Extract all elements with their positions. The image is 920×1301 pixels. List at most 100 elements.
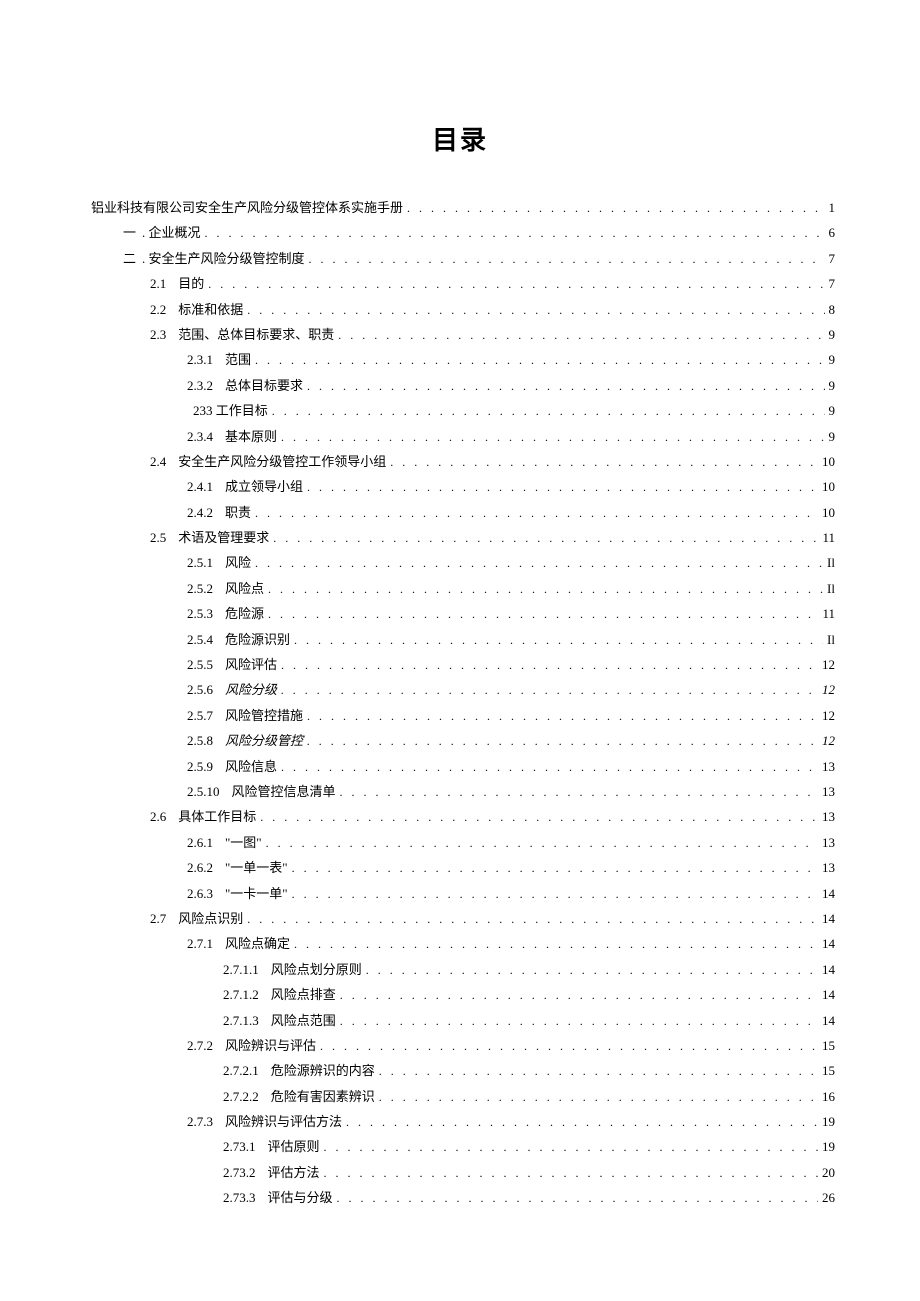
toc-leader-dots (281, 654, 818, 677)
toc-entry: 2.3.1范围9 (85, 347, 835, 372)
toc-leader-dots (407, 197, 824, 220)
toc-entry-label: 风险管控措施 (225, 703, 303, 728)
toc-entry-page: 11 (822, 601, 835, 626)
toc-leader-dots (260, 806, 818, 829)
toc-entry: 2.3.4基本原则9 (85, 424, 835, 449)
toc-entry-number: 2.5 (150, 525, 166, 550)
toc-entry-label: 风险点范围 (271, 1008, 336, 1033)
toc-entry-page: 9 (829, 322, 836, 347)
toc-entry: 2.7.2风险辨识与评估15 (85, 1033, 835, 1058)
toc-leader-dots (205, 222, 825, 245)
toc-entry: 2.5.6风险分级12 (85, 677, 835, 702)
toc-entry-page: 9 (829, 398, 836, 423)
toc-entry: 2.6.2"一单一表"13 (85, 855, 835, 880)
toc-entry-page: 12 (822, 703, 835, 728)
toc-entry: 2.5.9风险信息13 (85, 754, 835, 779)
toc-entry-page: 15 (822, 1058, 835, 1083)
toc-entry-page: 13 (822, 779, 835, 804)
toc-entry-page: 13 (822, 830, 835, 855)
toc-leader-dots (340, 984, 818, 1007)
toc-entry: 2.4.2职责10 (85, 500, 835, 525)
toc-entry-page: Il (827, 550, 835, 575)
toc-entry: 2.7.1.2风险点排查14 (85, 982, 835, 1007)
toc-entry-label: 铝业科技有限公司安全生产风险分级管控体系实施手册 (91, 195, 403, 220)
toc-leader-dots (268, 603, 818, 626)
toc-entry-page: 13 (822, 804, 835, 829)
toc-leader-dots (268, 578, 823, 601)
toc-entry: 233 工作目标9 (85, 398, 835, 423)
toc-entry-label: 成立领导小组 (225, 474, 303, 499)
toc-entry-number: 2.7.3 (187, 1109, 213, 1134)
toc-entry-label: 风险信息 (225, 754, 277, 779)
toc-entry-number: 2.7.1.1 (223, 957, 259, 982)
toc-entry-number: 2.5.8 (187, 728, 213, 753)
toc-entry-number: 二 (123, 246, 136, 271)
toc-entry: 二. 安全生产风险分级管控制度7 (85, 246, 835, 271)
toc-entry-label: "一图" (225, 830, 262, 855)
toc-entry-label: 范围、总体目标要求、职责 (178, 322, 334, 347)
toc-entry-number: 2.7.1 (187, 931, 213, 956)
toc-entry-page: 1 (829, 195, 836, 220)
toc-entry: 2.73.1评估原则19 (85, 1134, 835, 1159)
toc-leader-dots (307, 476, 818, 499)
toc-entry-page: 10 (822, 474, 835, 499)
toc-entry-number: 2.5.10 (187, 779, 220, 804)
toc-entry-label: 风险 (225, 550, 251, 575)
toc-entry-label: 风险点划分原则 (271, 957, 362, 982)
toc-entry-page: 14 (822, 906, 835, 931)
toc-entry: 2.4.1成立领导小组10 (85, 474, 835, 499)
toc-leader-dots (247, 908, 818, 931)
toc-leader-dots (337, 1187, 818, 1210)
toc-entry-page: 14 (822, 957, 835, 982)
toc-entry-label: 风险辨识与评估 (225, 1033, 316, 1058)
toc-entry: 2.5.8风险分级管控12 (85, 728, 835, 753)
toc-entry-number: 2.5.9 (187, 754, 213, 779)
toc-entry-page: 11 (822, 525, 835, 550)
toc-entry-number: 2.2 (150, 297, 166, 322)
toc-entry-label: 术语及管理要求 (178, 525, 269, 550)
table-of-contents: 铝业科技有限公司安全生产风险分级管控体系实施手册1一. 企业概况6二. 安全生产… (85, 195, 835, 1211)
toc-entry-number: 2.7.2.1 (223, 1058, 259, 1083)
toc-entry-number: 2.6 (150, 804, 166, 829)
toc-leader-dots (255, 502, 818, 525)
toc-leader-dots (379, 1086, 818, 1109)
toc-entry-label: 风险点 (225, 576, 264, 601)
toc-entry: 2.5.1风险Il (85, 550, 835, 575)
toc-entry-page: 14 (822, 982, 835, 1007)
toc-entry: 2.5.4危险源识别Il (85, 627, 835, 652)
toc-entry-number: 2.7.2 (187, 1033, 213, 1058)
toc-entry: 2.3范围、总体目标要求、职责9 (85, 322, 835, 347)
toc-entry: 2.5.7 风险管控措施 12 (85, 703, 835, 728)
toc-entry-label: 职责 (225, 500, 251, 525)
toc-entry: 2.3.2总体目标要求9 (85, 373, 835, 398)
toc-entry: 2.6.3"一卡一单"14 (85, 881, 835, 906)
toc-entry-label: "一单一表" (225, 855, 288, 880)
toc-leader-dots (324, 1162, 818, 1185)
toc-leader-dots (340, 781, 818, 804)
toc-entry: 2.2标准和依据8 (85, 297, 835, 322)
toc-leader-dots (309, 248, 825, 271)
toc-entry-page: 6 (829, 220, 836, 245)
toc-entry-number: 2.73.1 (223, 1134, 256, 1159)
toc-entry-number: 2.5.7 (187, 703, 213, 728)
toc-leader-dots (255, 349, 824, 372)
toc-entry-number: 2.5.2 (187, 576, 213, 601)
toc-entry-label: 评估原则 (268, 1134, 320, 1159)
toc-entry-number: 2.7.1.3 (223, 1008, 259, 1033)
toc-entry-page: 8 (829, 297, 836, 322)
toc-entry-number: 2.7 (150, 906, 166, 931)
toc-entry-label: 总体目标要求 (225, 373, 303, 398)
toc-leader-dots (255, 552, 823, 575)
toc-entry-label: 风险点排查 (271, 982, 336, 1007)
toc-leader-dots (346, 1111, 818, 1134)
toc-entry: 2.7风险点识别14 (85, 906, 835, 931)
toc-entry-label: 危险源 (225, 601, 264, 626)
toc-leader-dots (379, 1060, 818, 1083)
toc-leader-dots (281, 679, 818, 702)
toc-entry-number: 2.4 (150, 449, 166, 474)
toc-entry-label: 基本原则 (225, 424, 277, 449)
toc-entry-number: 2.6.2 (187, 855, 213, 880)
toc-entry-label: 风险分级 (225, 677, 277, 702)
toc-entry-page: 10 (822, 449, 835, 474)
toc-entry: 2.6.1"一图"13 (85, 830, 835, 855)
